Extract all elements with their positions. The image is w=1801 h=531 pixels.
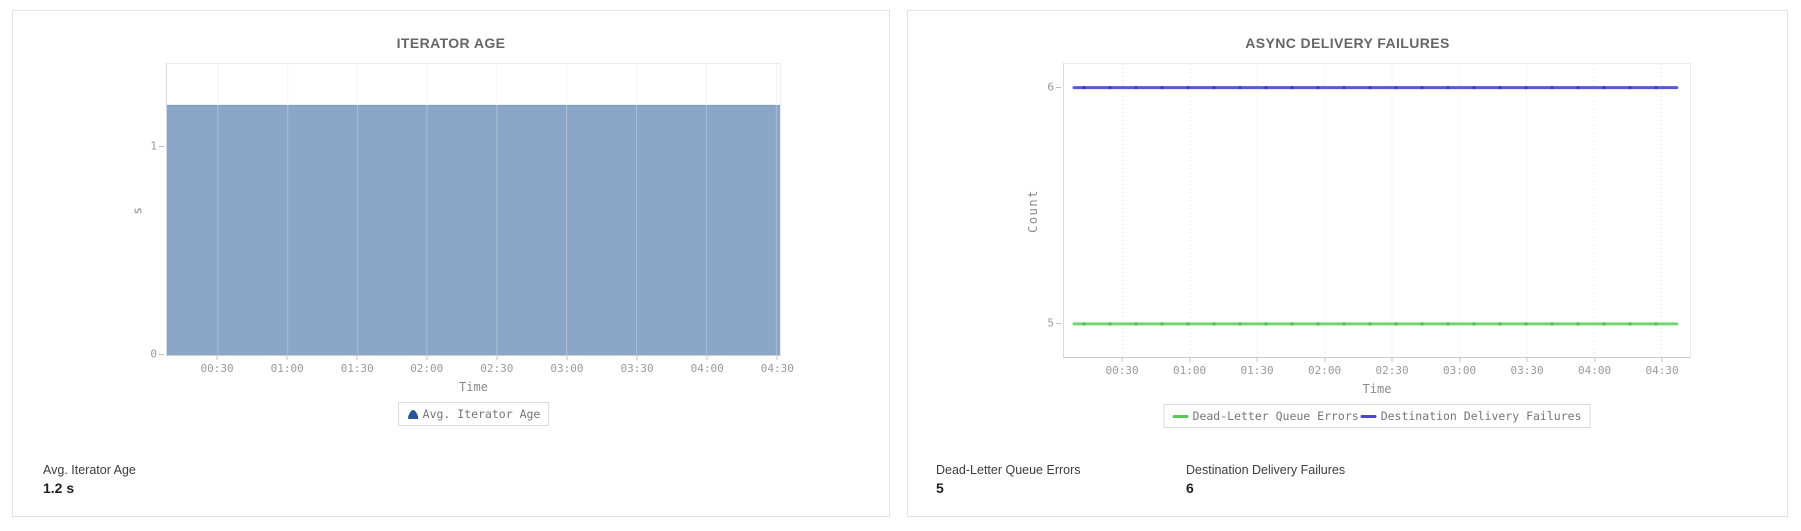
x-tick-mark bbox=[216, 356, 218, 360]
summary-stat: Dead-Letter Queue Errors 5 bbox=[936, 463, 1186, 496]
legend: Dead-Letter Queue Errors Destination Deli… bbox=[1163, 404, 1591, 428]
legend-label: Dead-Letter Queue Errors bbox=[1192, 409, 1359, 423]
x-tick-label: 01:30 bbox=[340, 362, 374, 375]
x-tick-mark bbox=[286, 356, 288, 360]
x-tick-mark bbox=[1121, 358, 1123, 362]
stat-value: 5 bbox=[936, 480, 944, 496]
x-tick-label: 04:00 bbox=[690, 362, 724, 375]
x-tick-mark bbox=[496, 356, 498, 360]
x-tick-label: 00:30 bbox=[1105, 364, 1139, 377]
y-tick-mark bbox=[1056, 322, 1061, 324]
x-axis-label: Time bbox=[1362, 382, 1392, 396]
x-axis-label: Time bbox=[459, 380, 488, 394]
x-tick-label: 01:30 bbox=[1240, 364, 1274, 377]
y-axis-label: Count bbox=[1026, 188, 1041, 233]
legend-item[interactable]: Destination Delivery Failures bbox=[1360, 409, 1582, 423]
x-tick-mark bbox=[1256, 358, 1258, 362]
x-axis-ticks: 00:30 01:00 01:30 02:00 02:30 03:00 03:30 04:00… bbox=[166, 356, 794, 378]
x-tick-mark bbox=[356, 356, 358, 360]
legend-item[interactable]: Dead-Letter Queue Errors bbox=[1172, 409, 1359, 423]
iterator-age-panel: ITERATOR AGE 0 1 s 00:30 01:00 01:30 02:00 02… bbox=[12, 10, 890, 517]
plot-region: 0 1 s 00:30 01:00 01:30 02:00 02:30 03:00 03:30… bbox=[131, 63, 794, 426]
x-tick-label: 03:00 bbox=[1443, 364, 1477, 377]
summary-stat: Avg. Iterator Age 1.2 s bbox=[43, 463, 293, 496]
y-tick-mark bbox=[1056, 86, 1061, 88]
summary-stat: Destination Delivery Failures 6 bbox=[1186, 463, 1436, 496]
legend-item[interactable]: Avg. Iterator Age bbox=[407, 407, 541, 421]
x-tick-label: 02:30 bbox=[1375, 364, 1409, 377]
line-icon bbox=[1172, 414, 1189, 418]
x-tick-mark bbox=[1391, 358, 1393, 362]
chart-title: ITERATOR AGE bbox=[396, 35, 506, 51]
x-tick-label: 02:30 bbox=[480, 362, 514, 375]
x-tick-mark bbox=[566, 356, 568, 360]
line-icon bbox=[1360, 414, 1377, 418]
x-tick-mark bbox=[776, 356, 778, 360]
legend-label: Avg. Iterator Age bbox=[422, 407, 541, 421]
summary-row: Avg. Iterator Age 1.2 s bbox=[43, 463, 293, 496]
x-tick-label: 04:30 bbox=[760, 362, 794, 375]
x-tick-label: 03:30 bbox=[620, 362, 654, 375]
chart-title: ASYNC DELIVERY FAILURES bbox=[1245, 35, 1450, 51]
x-tick-mark bbox=[1459, 358, 1461, 362]
x-tick-label: 01:00 bbox=[1172, 364, 1207, 377]
x-tick-mark bbox=[706, 356, 708, 360]
x-tick-mark bbox=[1594, 358, 1596, 362]
stat-label: Dead-Letter Queue Errors bbox=[936, 463, 1081, 477]
x-tick-mark bbox=[1189, 358, 1191, 362]
legend: Avg. Iterator Age bbox=[397, 402, 550, 426]
x-axis-ticks: 00:30 01:00 01:30 02:00 02:30 03:00 03:30 04:00… bbox=[1063, 358, 1691, 380]
plot-area[interactable] bbox=[1063, 63, 1691, 358]
x-tick-label: 04:30 bbox=[1645, 364, 1679, 377]
x-tick-mark bbox=[1661, 358, 1663, 362]
x-tick-label: 03:00 bbox=[550, 362, 584, 375]
y-tick-mark bbox=[159, 146, 164, 148]
x-tick-label: 02:00 bbox=[410, 362, 444, 375]
area-icon bbox=[407, 408, 419, 420]
y-tick-mark bbox=[159, 354, 164, 355]
x-tick-label: 04:00 bbox=[1578, 364, 1612, 377]
y-tick-label: 5 bbox=[1047, 316, 1054, 330]
x-tick-mark bbox=[426, 356, 428, 360]
stat-value: 6 bbox=[1186, 480, 1194, 496]
x-tick-label: 00:30 bbox=[200, 362, 234, 375]
summary-row: Dead-Letter Queue Errors 5 Destination Del… bbox=[936, 463, 1436, 496]
x-tick-label: 02:00 bbox=[1307, 364, 1342, 377]
y-tick-label: 6 bbox=[1047, 80, 1054, 94]
x-tick-label: 01:00 bbox=[270, 362, 304, 375]
async-delivery-failures-panel: ASYNC DELIVERY FAILURES 5 6 Count 00:30 01… bbox=[907, 10, 1788, 517]
x-tick-mark bbox=[1324, 358, 1326, 362]
legend-label: Destination Delivery Failures bbox=[1380, 409, 1582, 423]
x-tick-mark bbox=[1526, 358, 1528, 362]
y-tick-label: 0 bbox=[150, 347, 157, 361]
x-tick-mark bbox=[636, 356, 638, 360]
y-axis-label: s bbox=[130, 205, 145, 214]
stat-label: Destination Delivery Failures bbox=[1186, 463, 1346, 477]
x-tick-label: 03:30 bbox=[1510, 364, 1544, 377]
plot-area[interactable] bbox=[166, 63, 781, 356]
stat-label: Avg. Iterator Age bbox=[43, 463, 136, 477]
stat-value: 1.2 s bbox=[43, 480, 75, 496]
y-tick-label: 1 bbox=[150, 139, 157, 153]
